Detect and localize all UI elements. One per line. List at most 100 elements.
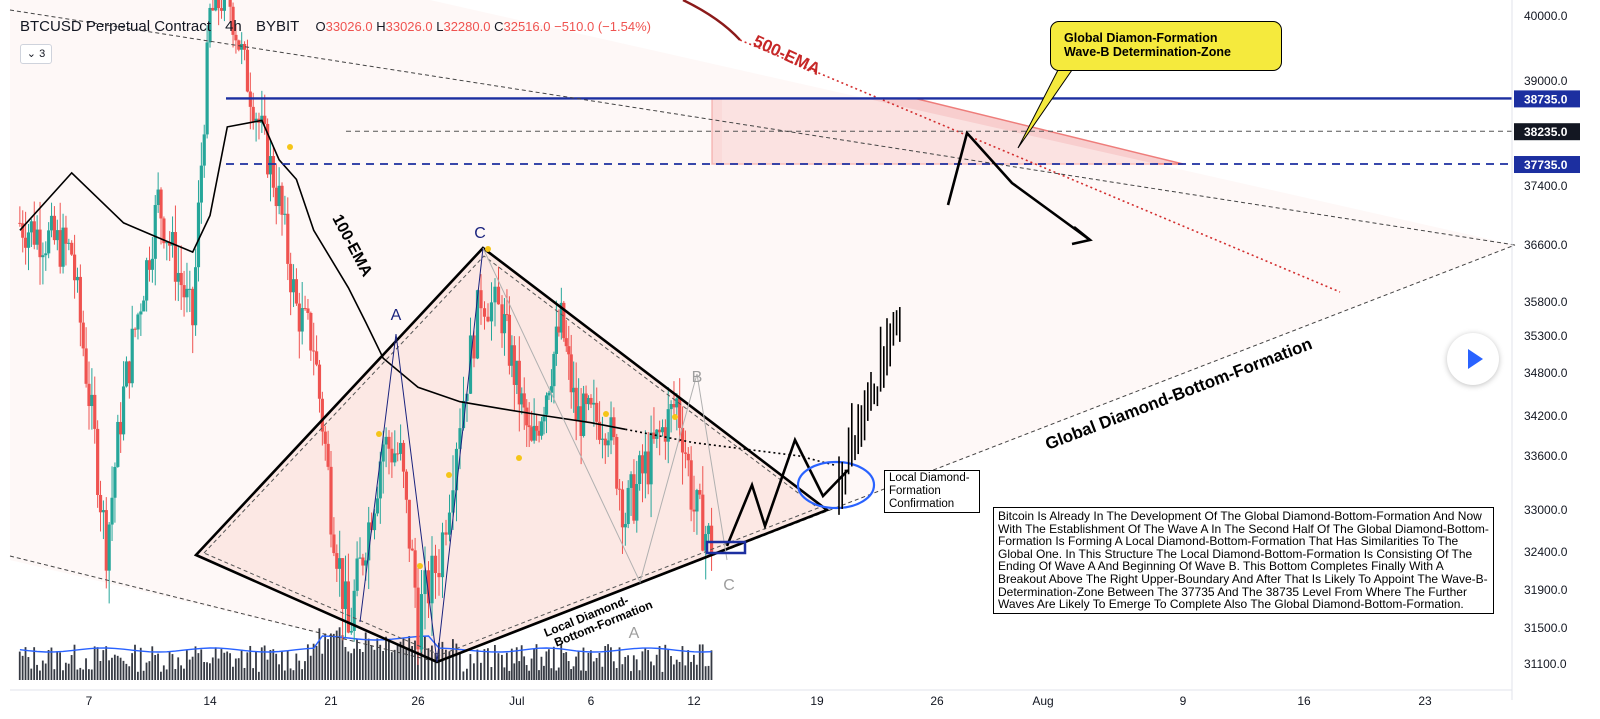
volume-bar xyxy=(533,648,535,680)
volume-bar xyxy=(503,667,506,680)
volume-bar xyxy=(183,668,185,680)
candle-body xyxy=(589,397,593,405)
candle-body xyxy=(635,484,639,521)
candle-body xyxy=(430,555,434,604)
candle xyxy=(672,381,676,420)
candle-body xyxy=(81,322,85,349)
candle-body xyxy=(162,218,166,244)
timeframe[interactable]: 4h xyxy=(225,18,242,35)
volume-bar xyxy=(693,654,695,680)
candle xyxy=(407,499,411,562)
chevron-down-icon: ⌄ xyxy=(26,48,37,60)
candle xyxy=(142,295,146,312)
candle xyxy=(559,287,563,340)
candle xyxy=(52,206,57,245)
candle-body xyxy=(306,308,310,313)
time-tick-label: 19 xyxy=(810,694,824,708)
candle-body xyxy=(502,314,507,334)
volume-bar xyxy=(510,648,513,680)
candle-body xyxy=(314,351,319,365)
volume-bar xyxy=(364,632,367,680)
candle xyxy=(81,310,85,357)
candle-body xyxy=(535,425,539,431)
volume-bar xyxy=(411,646,413,680)
volume-bar xyxy=(67,663,70,680)
candle-body xyxy=(205,42,209,135)
price-tick-label: 36600.0 xyxy=(1524,238,1568,252)
candle-body xyxy=(101,510,106,513)
candle xyxy=(512,336,516,412)
candle-body xyxy=(329,466,333,535)
candle-body xyxy=(364,560,368,566)
time-tick-label: 26 xyxy=(411,694,425,708)
volume-bar xyxy=(255,652,257,680)
volume-bar xyxy=(168,651,171,680)
volume-bar xyxy=(684,665,687,680)
volume-bar xyxy=(350,653,353,680)
candle-body xyxy=(349,630,353,633)
candle xyxy=(539,416,544,440)
time-tick-label: 7 xyxy=(86,694,93,708)
volume-bar xyxy=(650,661,652,680)
volume-bar xyxy=(162,665,165,680)
volume-bar xyxy=(82,669,85,680)
candle xyxy=(41,242,45,285)
volume-bar xyxy=(229,653,231,680)
volume-bar xyxy=(487,648,489,680)
volume-bar xyxy=(62,670,64,680)
symbol-name[interactable]: BTCUSD Perpetual Contract xyxy=(20,18,211,35)
candle xyxy=(21,210,25,253)
volume-bar xyxy=(434,652,437,680)
volume-bar xyxy=(513,663,516,680)
candle xyxy=(507,296,512,375)
indicators-toggle[interactable]: ⌄ 3 xyxy=(20,44,52,64)
volume-bar xyxy=(590,650,592,680)
candle xyxy=(219,0,224,19)
candle xyxy=(537,421,541,443)
price-level-label: 38735.0 xyxy=(1524,92,1568,106)
candle xyxy=(378,451,382,524)
volume-bar xyxy=(18,651,21,680)
candle-body xyxy=(179,272,183,286)
volume-bar xyxy=(209,663,211,680)
local-diamond-fill xyxy=(196,248,827,662)
drawing-lines xyxy=(9,0,1516,664)
candle xyxy=(58,202,62,274)
volume-bar xyxy=(330,633,332,680)
candle xyxy=(465,393,469,422)
volume-bar xyxy=(47,649,50,680)
candle-body xyxy=(231,6,235,35)
candle-body xyxy=(240,44,244,50)
candle-body xyxy=(121,386,126,435)
volume-bar xyxy=(630,671,632,680)
volume-bar xyxy=(85,658,87,680)
candle xyxy=(544,392,549,434)
candle-body xyxy=(323,431,327,444)
candle xyxy=(130,305,134,388)
price-level-badge xyxy=(1514,156,1580,174)
candle xyxy=(663,419,667,460)
volume-bar xyxy=(523,656,526,680)
candle-body xyxy=(692,509,696,512)
candle xyxy=(444,519,448,546)
candle-body xyxy=(507,314,512,366)
volume-bar xyxy=(618,647,621,680)
candle-body xyxy=(672,404,676,408)
candle xyxy=(489,282,494,341)
candle xyxy=(312,322,316,376)
candle xyxy=(592,379,596,427)
ema100-projection xyxy=(625,428,835,466)
candle xyxy=(78,264,82,347)
candle xyxy=(569,334,573,409)
price-tick-label: 31100.0 xyxy=(1524,657,1567,671)
candle xyxy=(38,201,42,285)
volume-bar xyxy=(160,671,162,680)
candle-body xyxy=(413,550,417,588)
play-button[interactable] xyxy=(1447,333,1499,385)
exchange-name: BYBIT xyxy=(255,18,300,35)
candle xyxy=(274,163,278,225)
candle-body xyxy=(597,421,602,440)
candle xyxy=(306,298,310,320)
callout-line-2: Wave-B Determination-Zone xyxy=(1064,45,1231,59)
